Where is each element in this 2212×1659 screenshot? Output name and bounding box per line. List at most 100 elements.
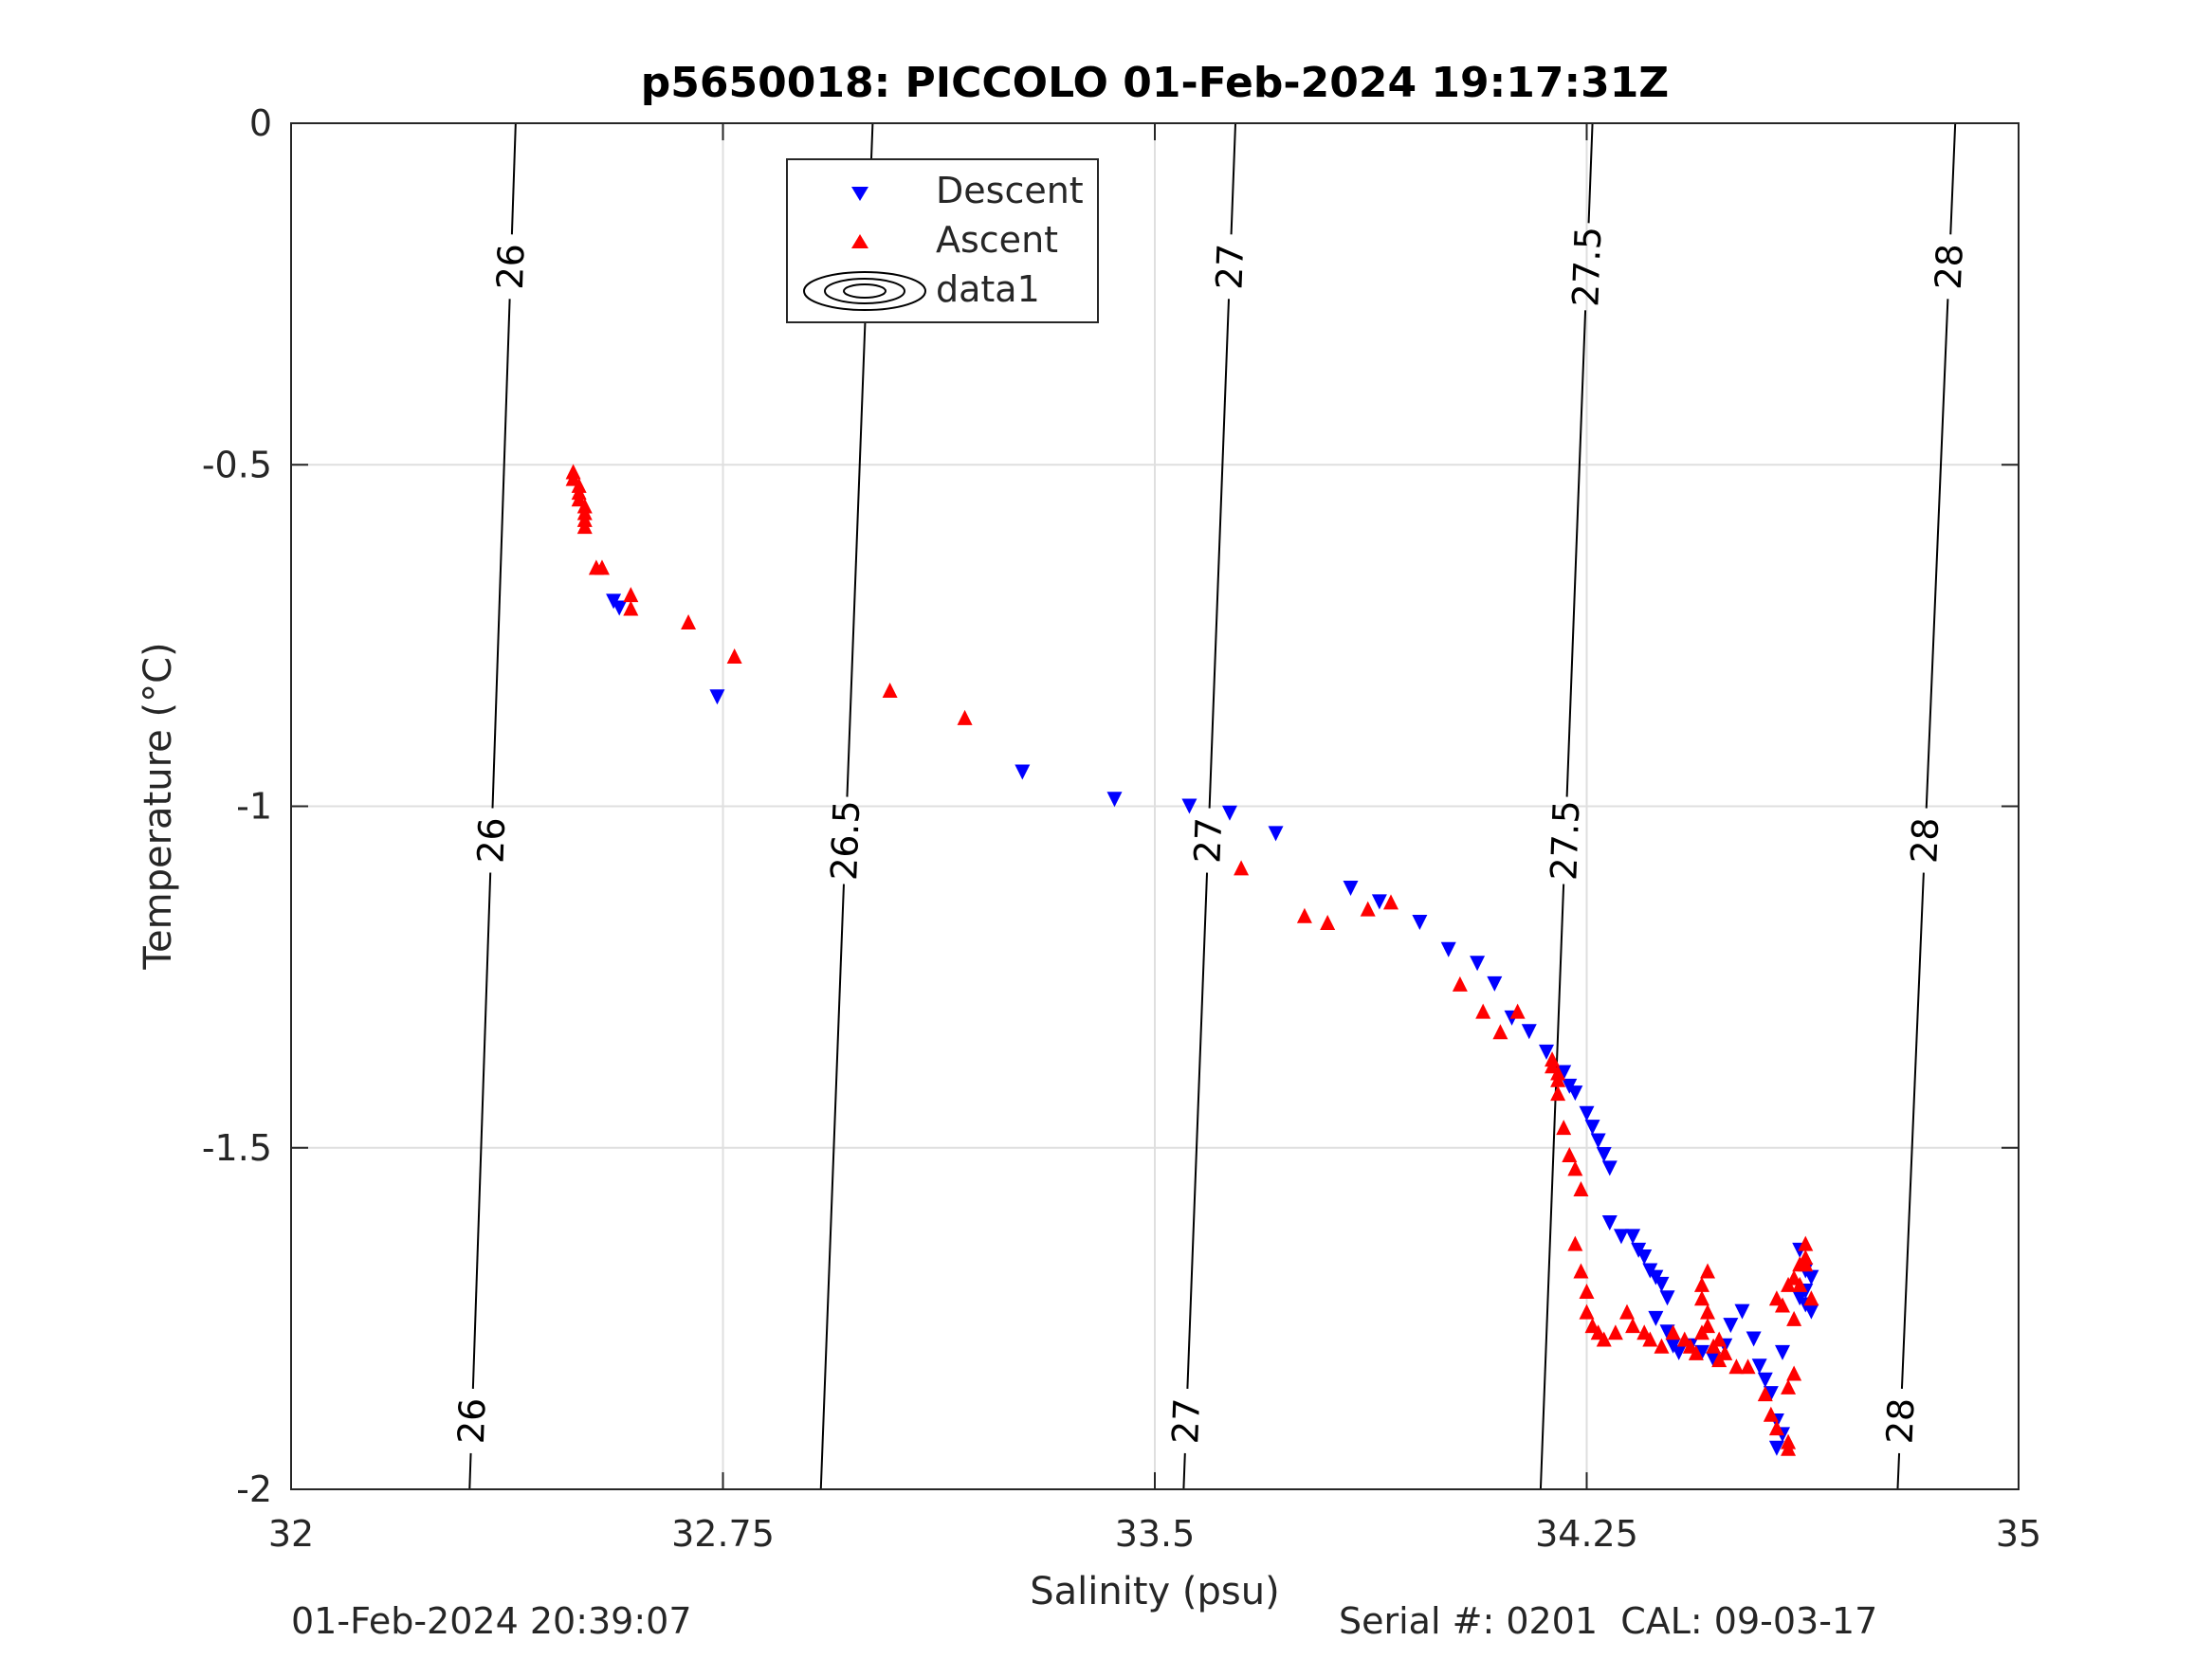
contour-line	[1208, 299, 1230, 809]
legend-data1-label: data1	[936, 268, 1040, 310]
contour-line	[1230, 122, 1237, 235]
ascent-point	[1475, 1003, 1491, 1019]
descent-point	[1693, 1344, 1709, 1360]
contour-line	[1949, 122, 1957, 235]
contour-line	[1565, 310, 1587, 797]
descent-point	[1636, 1249, 1653, 1266]
descent-point	[1596, 1146, 1612, 1162]
ascent-point	[1579, 1284, 1595, 1300]
ascent-point	[1556, 1120, 1572, 1136]
ascent-point	[1296, 907, 1312, 923]
descent-point	[1803, 1304, 1819, 1320]
ascent-point	[1360, 901, 1376, 917]
legend-descent-label: Descent	[936, 170, 1084, 211]
ascent-point	[1763, 1406, 1779, 1422]
descent-point	[1590, 1133, 1606, 1149]
descent-point	[1268, 826, 1284, 842]
descent-point	[1343, 880, 1359, 896]
ascent-point	[1781, 1378, 1797, 1395]
descent-point	[1181, 798, 1197, 814]
descent-point	[1613, 1229, 1629, 1245]
contour-label: 26	[470, 817, 514, 865]
ascent-point	[1711, 1331, 1728, 1347]
contour-line	[1186, 872, 1209, 1389]
contour-line	[1925, 299, 1949, 809]
ascent-point	[1786, 1365, 1802, 1381]
descent-point	[1659, 1324, 1675, 1340]
descent-point	[1659, 1290, 1675, 1306]
ascent-point	[1642, 1331, 1658, 1347]
descent-point	[1106, 792, 1123, 808]
x-tick-label: 32	[268, 1513, 314, 1555]
x-tick-label: 34.25	[1535, 1513, 1638, 1555]
y-tick-label: 0	[249, 102, 272, 144]
contour-line	[846, 296, 868, 797]
descent-point	[1521, 1024, 1537, 1040]
contour-label: 27	[1208, 243, 1252, 290]
descent-point	[1487, 975, 1503, 992]
ascent-point	[726, 647, 742, 664]
grid-lines	[290, 122, 2020, 1490]
ascent-point	[594, 559, 610, 575]
y-tick-label: -1	[236, 786, 272, 828]
ascent-point	[1625, 1318, 1641, 1334]
y-tick-label: -1.5	[202, 1127, 272, 1169]
descent-point	[1774, 1344, 1790, 1360]
descent-point	[1601, 1215, 1618, 1231]
contour-line	[819, 884, 845, 1490]
ascent-point	[1798, 1235, 1814, 1251]
ascent-point	[1550, 1085, 1566, 1102]
ascent-point	[1573, 1263, 1589, 1279]
y-tick-label: -2	[236, 1468, 272, 1510]
ascent-point	[1717, 1344, 1733, 1360]
contour-label: 26	[489, 243, 533, 290]
contour-line	[468, 1452, 472, 1490]
ascent-point	[576, 519, 593, 535]
legend-ascent-label: Ascent	[936, 219, 1058, 261]
ascent-point	[1803, 1290, 1819, 1306]
ascent-point	[1654, 1338, 1670, 1354]
descent-point	[612, 600, 628, 616]
descent-point	[1803, 1269, 1819, 1285]
ascent-point	[1619, 1304, 1636, 1320]
descent-point	[1792, 1290, 1808, 1306]
ascent-point	[1728, 1358, 1745, 1375]
ascent-point	[1781, 1433, 1797, 1449]
ascent-point	[1740, 1358, 1756, 1375]
x-axis-label: Salinity (psu)	[1030, 1570, 1279, 1613]
descent-point	[1625, 1229, 1641, 1245]
descent-point	[1371, 894, 1387, 910]
descent-point	[1567, 1085, 1583, 1102]
descent-point	[1556, 1065, 1572, 1081]
ascent-point	[1792, 1276, 1808, 1292]
ascent-point	[1607, 1324, 1623, 1340]
descent-point	[1706, 1352, 1722, 1368]
descent-point	[1440, 941, 1456, 957]
ascent-point	[1567, 1235, 1583, 1251]
ascent-point	[1492, 1024, 1508, 1040]
footer-serial-cal: Serial #: 0201 CAL: 09-03-17	[1339, 1600, 1878, 1642]
contour-line	[1587, 122, 1594, 224]
ascent-point	[1665, 1324, 1681, 1340]
descent-point	[1601, 1160, 1618, 1176]
x-tick-label: 32.75	[671, 1513, 775, 1555]
ascent-point	[1693, 1276, 1709, 1292]
descent-point	[1579, 1105, 1595, 1121]
ascent-point	[1550, 1071, 1566, 1087]
ascent-point	[1774, 1297, 1790, 1313]
contour-label: 27	[1186, 817, 1230, 865]
descent-point	[1648, 1310, 1664, 1326]
descent-point	[1757, 1372, 1773, 1388]
descent-point	[1015, 764, 1031, 780]
ascent-point	[1693, 1290, 1709, 1306]
ascent-point	[882, 683, 898, 699]
ascent-point	[1509, 1003, 1526, 1019]
ascent-point	[1567, 1160, 1583, 1176]
descent-point	[1221, 805, 1237, 821]
data-points	[565, 464, 1819, 1456]
ascent-point	[1792, 1256, 1808, 1272]
descent-point	[709, 689, 725, 705]
ascent-point	[1452, 975, 1468, 992]
descent-point	[1734, 1304, 1750, 1320]
